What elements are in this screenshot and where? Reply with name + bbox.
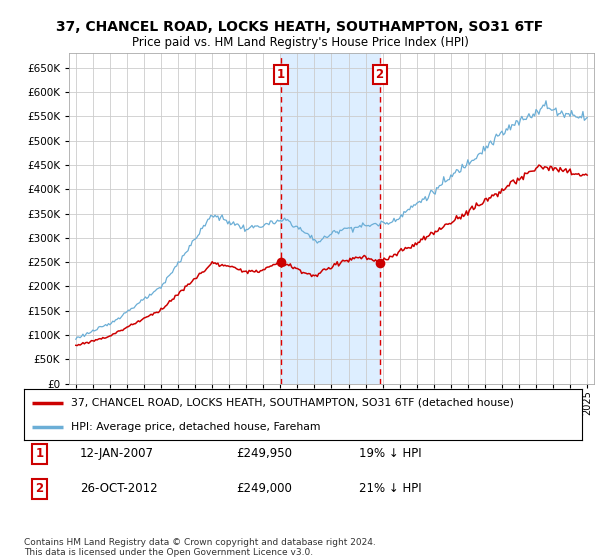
Text: 37, CHANCEL ROAD, LOCKS HEATH, SOUTHAMPTON, SO31 6TF (detached house): 37, CHANCEL ROAD, LOCKS HEATH, SOUTHAMPT… [71, 398, 514, 408]
Text: HPI: Average price, detached house, Fareham: HPI: Average price, detached house, Fare… [71, 422, 321, 432]
Text: 21% ↓ HPI: 21% ↓ HPI [359, 482, 421, 495]
Text: 2: 2 [376, 68, 383, 81]
Text: 26-OCT-2012: 26-OCT-2012 [80, 482, 157, 495]
Text: Contains HM Land Registry data © Crown copyright and database right 2024.
This d: Contains HM Land Registry data © Crown c… [24, 538, 376, 557]
Bar [281, 53, 380, 384]
Text: 37, CHANCEL ROAD, LOCKS HEATH, SOUTHAMPTON, SO31 6TF: 37, CHANCEL ROAD, LOCKS HEATH, SOUTHAMPT… [56, 20, 544, 34]
Text: 2: 2 [35, 482, 44, 495]
Text: 1: 1 [35, 447, 44, 460]
Text: £249,950: £249,950 [236, 447, 292, 460]
Text: 1: 1 [277, 68, 285, 81]
Text: Price paid vs. HM Land Registry's House Price Index (HPI): Price paid vs. HM Land Registry's House … [131, 36, 469, 49]
Text: £249,000: £249,000 [236, 482, 292, 495]
Text: 19% ↓ HPI: 19% ↓ HPI [359, 447, 421, 460]
Text: 12-JAN-2007: 12-JAN-2007 [80, 447, 154, 460]
